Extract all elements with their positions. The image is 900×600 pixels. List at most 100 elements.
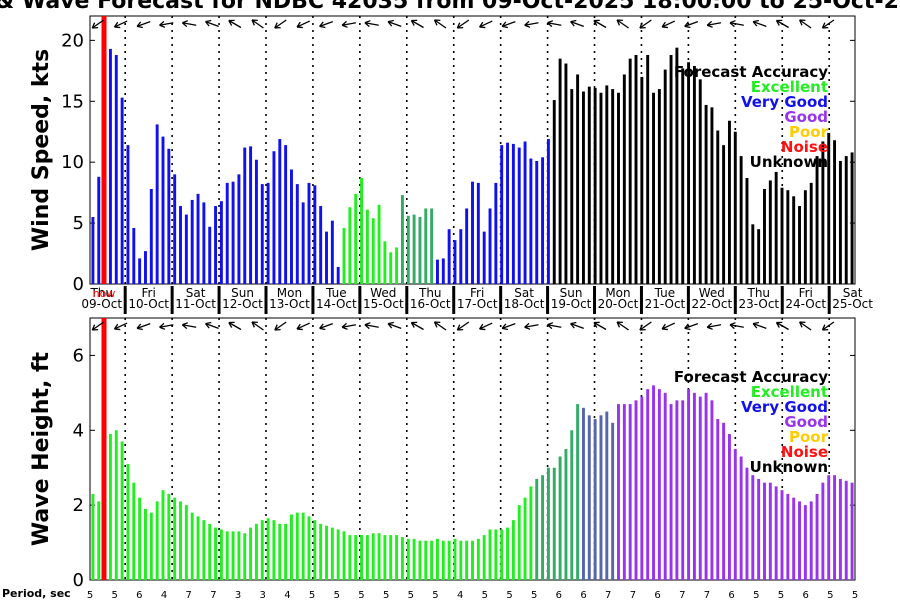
arrow-shaft: [524, 324, 539, 328]
arrow-shaft: [752, 20, 767, 28]
arrow-head: [547, 322, 554, 330]
day-label: Sun: [231, 286, 254, 300]
bar: [231, 181, 235, 284]
bar: [138, 497, 142, 580]
direction-arrow: [799, 19, 812, 29]
arrow-head: [364, 322, 371, 330]
bar: [412, 214, 416, 284]
bar: [243, 533, 247, 580]
direction-arrow: [501, 322, 516, 331]
arrow-shaft: [776, 19, 789, 29]
arrow-shaft: [228, 19, 242, 29]
bar: [91, 217, 95, 284]
arrow-shaft: [776, 321, 789, 331]
bar: [249, 146, 253, 284]
arrow-head: [706, 20, 713, 28]
y-tick-label: 0: [73, 274, 84, 295]
arrow-shaft: [456, 321, 470, 331]
bar: [833, 475, 837, 580]
bar: [541, 157, 545, 284]
bar: [243, 147, 247, 284]
period-value: 3: [260, 590, 266, 600]
bar: [424, 540, 428, 580]
direction-arrow: [456, 19, 470, 29]
legend-item: Excellent: [751, 78, 828, 96]
arrow-head: [113, 21, 121, 29]
y-axis-label: Wave Height, ft: [29, 351, 54, 546]
bar: [657, 89, 661, 284]
legend-item: Unknown: [750, 153, 828, 171]
period-value: 7: [605, 590, 611, 600]
bar: [284, 145, 288, 284]
direction-arrow: [547, 20, 562, 28]
bar: [406, 538, 410, 580]
y-tick-label: 4: [73, 420, 84, 441]
bar: [541, 475, 545, 580]
arrow-shaft: [159, 22, 174, 26]
arrow-head: [387, 321, 394, 329]
bar: [132, 227, 136, 284]
period-value: 5: [827, 590, 833, 600]
period-value: 7: [630, 590, 636, 600]
bar: [208, 523, 212, 580]
period-value: 5: [383, 590, 389, 600]
y-tick-label: 15: [61, 91, 84, 112]
direction-arrow: [616, 19, 629, 29]
bar: [774, 171, 778, 284]
direction-arrow: [364, 20, 379, 28]
bar: [97, 501, 101, 580]
arrow-head: [181, 322, 189, 330]
bar: [605, 411, 609, 580]
direction-arrow: [661, 20, 676, 29]
day-label: Tue: [654, 286, 676, 300]
bar: [149, 188, 153, 284]
bar: [254, 159, 258, 284]
bar: [593, 419, 597, 580]
arrow-shaft: [434, 321, 447, 331]
bar: [155, 124, 159, 284]
bar: [272, 151, 276, 284]
arrow-head: [570, 19, 577, 27]
day-label: Sat: [186, 286, 206, 300]
arrow-shaft: [593, 19, 607, 29]
bar: [144, 508, 147, 580]
direction-arrow: [479, 322, 493, 331]
date-label: 21-Oct: [645, 297, 686, 311]
period-value: 5: [506, 590, 512, 600]
date-label: 25-Oct: [832, 297, 873, 311]
bar: [669, 404, 673, 580]
bar: [675, 47, 679, 284]
bar: [214, 527, 218, 580]
arrow-shaft: [91, 19, 105, 29]
arrow-shaft: [205, 20, 219, 28]
bar: [424, 208, 428, 284]
direction-arrow: [570, 19, 584, 28]
bar: [190, 512, 194, 580]
arrow-head: [181, 20, 189, 28]
bar: [91, 493, 95, 580]
bar: [611, 422, 615, 580]
bar: [552, 467, 556, 580]
bar: [400, 195, 404, 284]
legend-item: Unknown: [750, 458, 828, 476]
arrow-head: [775, 19, 783, 26]
direction-arrow: [593, 19, 607, 29]
period-value: 6: [580, 590, 586, 600]
direction-arrow: [684, 20, 699, 29]
arrow-shaft: [387, 20, 402, 28]
direction-arrow: [181, 20, 197, 28]
bar: [436, 259, 439, 284]
bar: [757, 478, 761, 580]
bar: [173, 497, 177, 580]
bar: [523, 497, 527, 580]
bar: [494, 529, 498, 580]
bar: [599, 92, 603, 284]
bar: [733, 131, 737, 284]
arrow-head: [410, 321, 418, 328]
period-value: 6: [654, 590, 660, 600]
arrow-shaft: [296, 20, 310, 28]
bar: [471, 540, 474, 580]
bar: [581, 407, 585, 580]
bar: [295, 512, 299, 580]
bar: [395, 535, 399, 580]
